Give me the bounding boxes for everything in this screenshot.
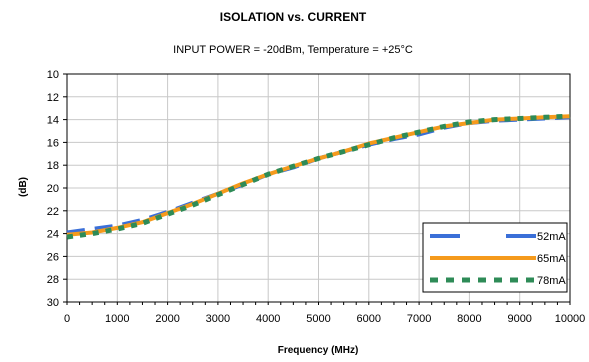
chart-title: ISOLATION vs. CURRENT [220, 10, 367, 24]
y-tick-label: 22 [47, 206, 59, 218]
y-tick-label: 30 [47, 297, 59, 309]
x-tick-label: 8000 [457, 313, 481, 325]
series-line-78mA [66, 113, 571, 240]
y-tick-label: 16 [47, 137, 59, 149]
x-tick-label: 0 [64, 313, 70, 325]
x-axis-label: Frequency (MHz) [278, 345, 359, 356]
x-tick-label: 5000 [306, 313, 330, 325]
series-layer [66, 113, 571, 240]
x-tick-label: 3000 [206, 313, 230, 325]
y-tick-label: 12 [47, 92, 59, 104]
x-tick-label: 6000 [357, 313, 381, 325]
y-tick-label: 18 [47, 160, 59, 172]
plot-frame [66, 73, 571, 303]
axes: 0 1000 2000 3000 4000 5000 6000 7000 8000 9000 100… [47, 69, 586, 325]
legend-label: 52mA [537, 231, 566, 243]
x-tick-label: 10000 [555, 313, 586, 325]
x-tick-label: 1000 [105, 313, 129, 325]
legend-label: 65mA [537, 253, 566, 265]
x-tick-label: 9000 [507, 313, 531, 325]
y-axis-label: (dB) [18, 177, 29, 197]
y-tick-label: 14 [47, 115, 59, 127]
y-tick-label: 26 [47, 251, 59, 263]
x-tick-label: 7000 [407, 313, 431, 325]
y-tick-label: 20 [47, 183, 59, 195]
x-tick-label: 2000 [155, 313, 179, 325]
x-tick-label: 4000 [256, 313, 280, 325]
y-tick-label: 24 [47, 229, 59, 241]
legend-label: 78mA [537, 275, 566, 287]
chart-subtitle: INPUT POWER = -20dBm, Temperature = +25°… [173, 44, 413, 56]
y-tick-label: 10 [47, 69, 59, 81]
legend: 52mA 65mA 78mA [422, 222, 568, 293]
y-tick-label: 28 [47, 274, 59, 286]
